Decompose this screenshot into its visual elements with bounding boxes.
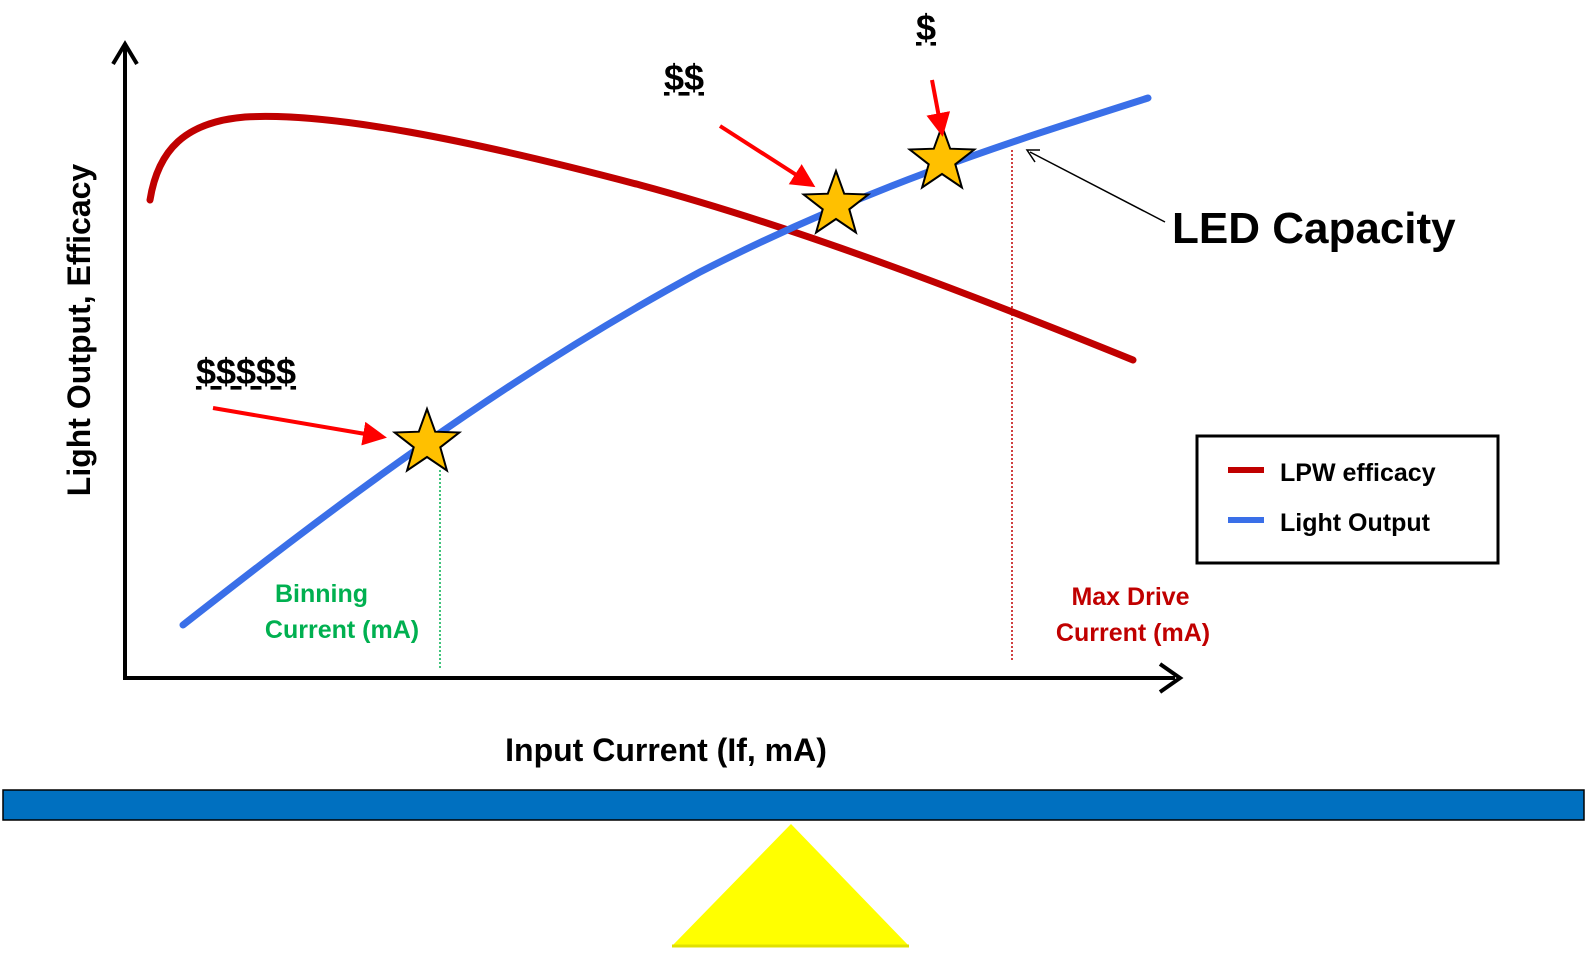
binning-current-label: Binning Current (mA) [265, 580, 419, 644]
legend: LPW efficacy Light Output [1195, 434, 1500, 565]
cost-label-high: $$$$$ [196, 351, 296, 392]
x-axis-arrow-icon [1158, 662, 1184, 694]
y-axis-arrow-icon [111, 40, 139, 66]
legend-label-lpw: LPW efficacy [1280, 459, 1436, 487]
cost-arrow [212, 406, 387, 446]
balance-beam [2, 789, 1585, 821]
cost-arrow [718, 124, 816, 188]
cost-label-medium: $$ [664, 57, 704, 98]
lpw-efficacy-curve [146, 112, 1137, 364]
y-axis-label: Light Output, Efficacy [61, 164, 97, 497]
capacity-pointer-arrow-icon [1025, 149, 1040, 163]
led-capacity-label: LED Capacity [1172, 204, 1456, 253]
max-drive-current-label: Max Drive Current (mA) [1056, 583, 1210, 647]
capacity-pointer-line [1029, 151, 1166, 223]
star-icon [391, 406, 463, 473]
light-output-curve [179, 94, 1152, 629]
x-axis-label: Input Current (If, mA) [505, 732, 827, 768]
cost-arrow [926, 79, 951, 137]
fulcrum-triangle [672, 824, 909, 946]
star-icon [906, 123, 978, 190]
cost-label-low: $ [916, 7, 936, 48]
star-icon [800, 168, 872, 235]
legend-label-light: Light Output [1280, 509, 1431, 537]
